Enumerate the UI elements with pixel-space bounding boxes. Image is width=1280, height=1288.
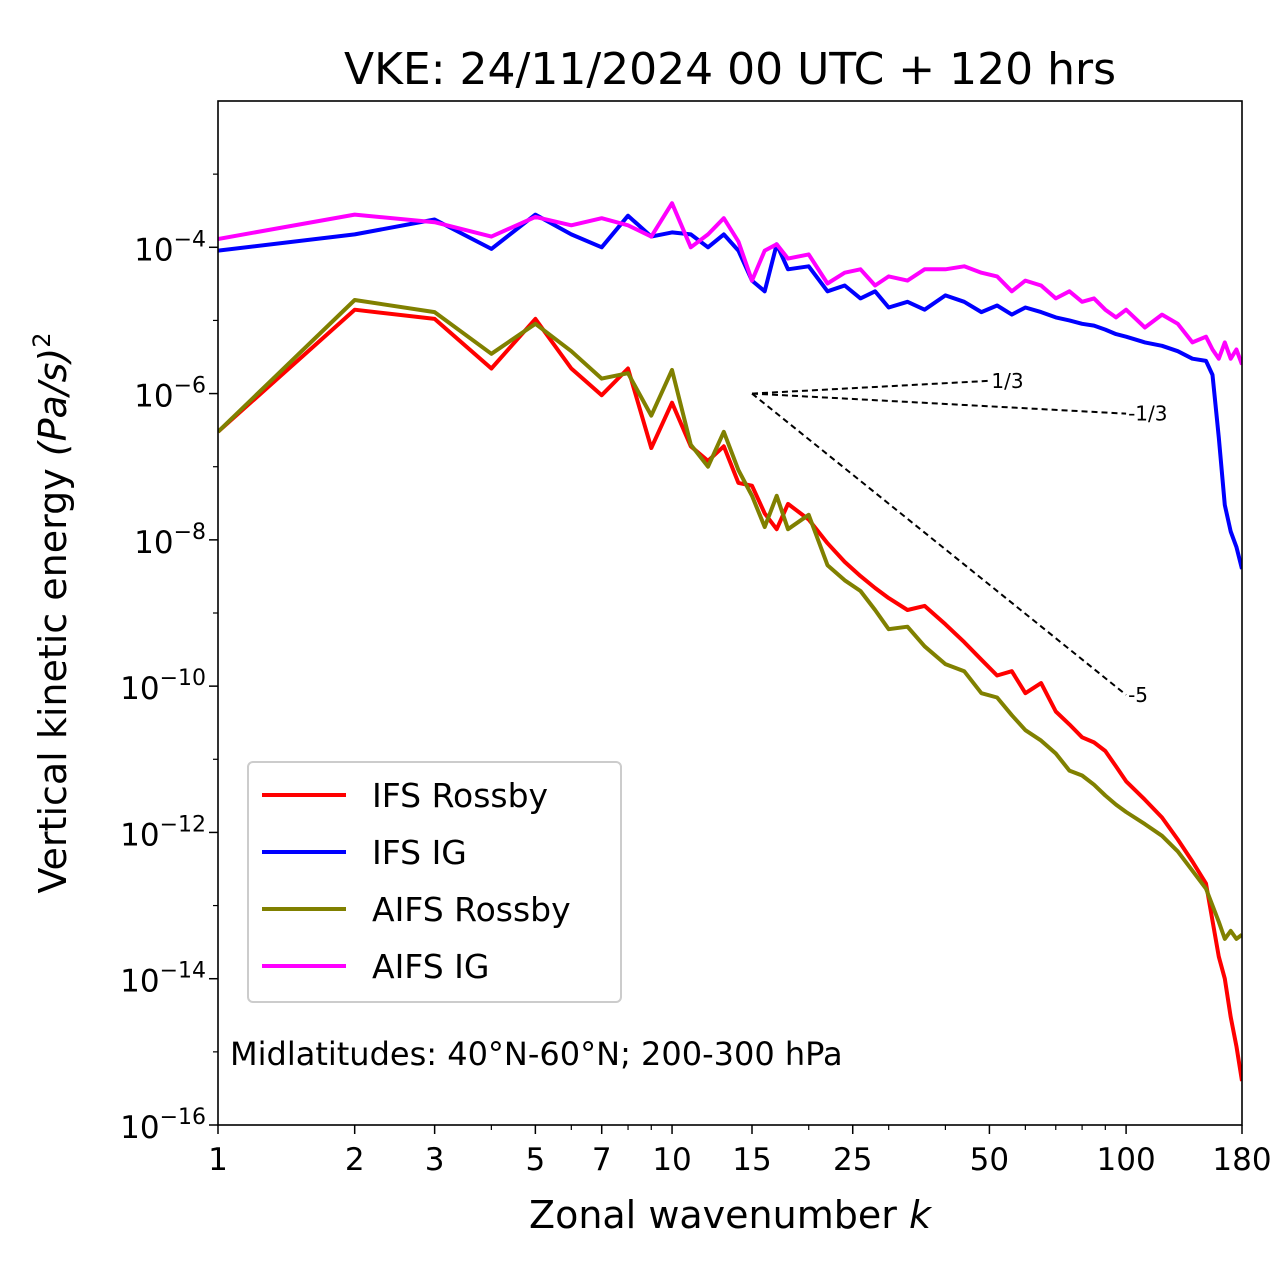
reference-slope-label-2: -1/3 <box>1128 402 1167 426</box>
y-tick-exponent: −12 <box>160 812 206 837</box>
legend-label-ifs-rossby: IFS Rossby <box>372 776 548 815</box>
y-axis-label-exponent: 2 <box>28 333 56 348</box>
series-layer <box>218 201 1242 1082</box>
x-tick-label: 15 <box>732 1142 771 1178</box>
x-axis-label-text: Zonal wavenumber <box>529 1193 909 1237</box>
series-line-ifs-ig <box>218 212 1242 570</box>
series-line-aifs-rossby <box>218 298 1242 941</box>
y-axis-label-text: Vertical kinetic energy <box>31 456 75 893</box>
y-tick-exponent: −10 <box>160 666 206 691</box>
y-tick-label: 10−14 <box>120 959 206 1000</box>
y-tick-label: 10−10 <box>120 666 206 707</box>
legend-label-ifs-ig: IFS IG <box>372 833 467 872</box>
reference-slope-line-3 <box>751 392 1127 696</box>
y-tick-base: 10 <box>120 817 159 853</box>
x-axis-ticks: 1 2 3 5 7 10 15 25 50 100 180 <box>208 1125 1272 1178</box>
y-axis-label-units: (Pa/s) <box>31 348 75 456</box>
chart-title: VKE: 24/11/2024 00 UTC + 120 hrs <box>344 44 1116 95</box>
x-tick-label: 1 <box>208 1142 228 1178</box>
y-tick-exponent: −16 <box>160 1105 206 1130</box>
x-tick-label: 180 <box>1212 1142 1271 1178</box>
y-tick-base: 10 <box>120 964 159 1000</box>
reference-slope-layer: 1/3 -1/3 -5 <box>751 369 1168 707</box>
y-tick-base: 10 <box>134 232 173 268</box>
x-tick-label: 3 <box>425 1142 445 1178</box>
legend-label-aifs-rossby: AIFS Rossby <box>372 890 571 929</box>
x-tick-label: 10 <box>652 1142 691 1178</box>
x-axis-label: Zonal wavenumber k <box>529 1193 933 1237</box>
y-tick-base: 10 <box>134 379 173 415</box>
y-tick-base: 10 <box>134 525 173 561</box>
x-tick-label: 2 <box>345 1142 365 1178</box>
y-tick-label: 10−6 <box>134 374 206 415</box>
y-tick-exponent: −4 <box>174 227 206 252</box>
legend-box <box>247 761 622 1003</box>
y-tick-exponent: −6 <box>174 374 206 399</box>
legend: IFS Rossby IFS IG AIFS Rossby AIFS IG <box>247 761 622 1003</box>
reference-slope-line-1 <box>751 379 990 395</box>
reference-slope-line-2 <box>751 392 1127 415</box>
series-line-ifs-rossby <box>218 307 1242 1082</box>
reference-slope-label-1: 1/3 <box>991 369 1023 393</box>
y-tick-exponent: −8 <box>174 520 206 545</box>
y-tick-label: 10−8 <box>134 520 206 561</box>
region-annotation: Midlatitudes: 40°N-60°N; 200-300 hPa <box>230 1035 843 1073</box>
y-tick-label: 10−12 <box>120 812 206 853</box>
legend-label-aifs-ig: AIFS IG <box>372 947 489 986</box>
y-tick-exponent: −14 <box>160 959 206 984</box>
y-axis-label: Vertical kinetic energy (Pa/s)2 <box>28 333 75 894</box>
x-tick-label: 25 <box>833 1142 872 1178</box>
x-tick-label: 5 <box>525 1142 545 1178</box>
y-tick-label: 10−16 <box>120 1105 206 1146</box>
y-tick-label: 10−4 <box>134 227 206 268</box>
x-tick-label: 100 <box>1097 1142 1156 1178</box>
y-tick-base: 10 <box>120 1110 159 1146</box>
legend-items: IFS Rossby IFS IG AIFS Rossby AIFS IG <box>262 776 571 986</box>
x-tick-label: 7 <box>592 1142 612 1178</box>
x-tick-label: 50 <box>970 1142 1009 1178</box>
y-tick-base: 10 <box>120 671 159 707</box>
reference-slope-label-3: -5 <box>1128 683 1148 707</box>
series-line-aifs-ig <box>218 201 1242 366</box>
x-axis-label-variable: k <box>909 1193 933 1237</box>
